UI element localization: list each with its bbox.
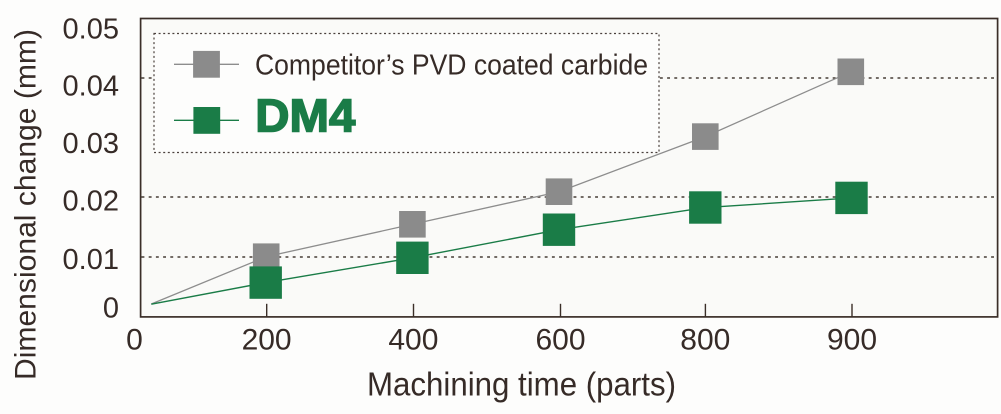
svg-text:600: 600 bbox=[535, 324, 585, 357]
svg-text:0.04: 0.04 bbox=[63, 71, 119, 103]
svg-text:0: 0 bbox=[126, 324, 143, 357]
svg-text:DM4: DM4 bbox=[255, 90, 355, 142]
svg-text:0.02: 0.02 bbox=[63, 186, 119, 218]
svg-text:0: 0 bbox=[103, 292, 119, 324]
svg-text:0.01: 0.01 bbox=[63, 244, 119, 276]
svg-text:0.03: 0.03 bbox=[63, 128, 119, 160]
svg-text:Competitor’s PVD coated carbid: Competitor’s PVD coated carbide bbox=[255, 50, 648, 82]
svg-text:900: 900 bbox=[827, 324, 877, 357]
svg-text:Machining time (parts): Machining time (parts) bbox=[367, 366, 676, 403]
svg-text:Dimensional change (mm): Dimensional change (mm) bbox=[10, 29, 43, 380]
svg-text:800: 800 bbox=[680, 324, 730, 357]
svg-text:200: 200 bbox=[242, 324, 292, 357]
svg-text:0.05: 0.05 bbox=[63, 14, 119, 46]
svg-text:400: 400 bbox=[388, 324, 438, 357]
